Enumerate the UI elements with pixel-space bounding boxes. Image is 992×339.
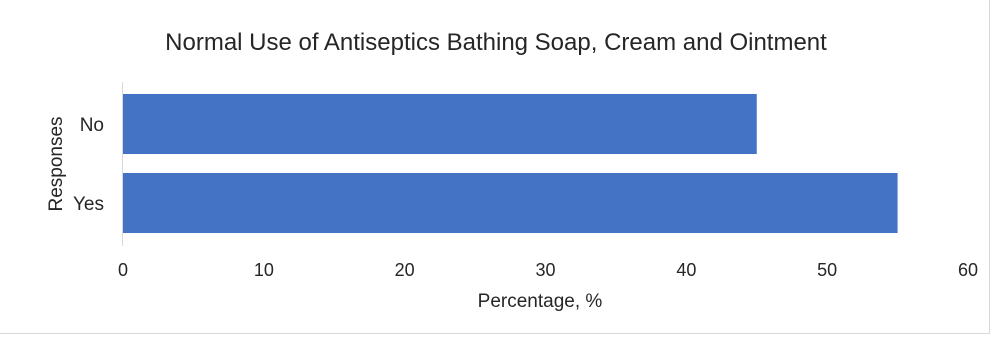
- category-labels: No Yes: [73, 115, 104, 215]
- x-tick-40: 40: [676, 260, 696, 280]
- bar-yes: [123, 173, 898, 233]
- x-tick-50: 50: [817, 260, 837, 280]
- x-tick-10: 10: [254, 260, 274, 280]
- bar-no: [123, 94, 757, 154]
- y-axis-label: Responses: [46, 116, 67, 211]
- x-tick-20: 20: [395, 260, 415, 280]
- x-tick-labels: 0 10 20 30 40 50 60: [118, 260, 978, 280]
- x-tick-60: 60: [958, 260, 978, 280]
- category-label-no: No: [80, 115, 104, 136]
- chart-title: Normal Use of Antiseptics Bathing Soap, …: [165, 29, 827, 56]
- x-tick-30: 30: [535, 260, 555, 280]
- category-label-yes: Yes: [73, 194, 104, 215]
- x-tick-0: 0: [118, 260, 128, 280]
- bars-group: [123, 94, 898, 233]
- x-axis-label: Percentage, %: [478, 291, 603, 312]
